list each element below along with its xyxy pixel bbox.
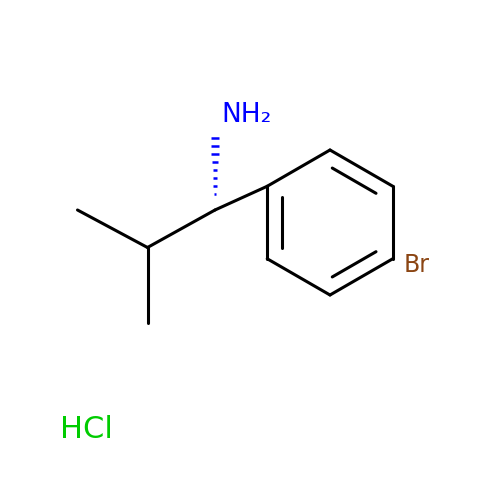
Text: Br: Br	[404, 253, 429, 277]
Text: HCl: HCl	[60, 416, 113, 444]
Text: NH₂: NH₂	[221, 102, 271, 128]
